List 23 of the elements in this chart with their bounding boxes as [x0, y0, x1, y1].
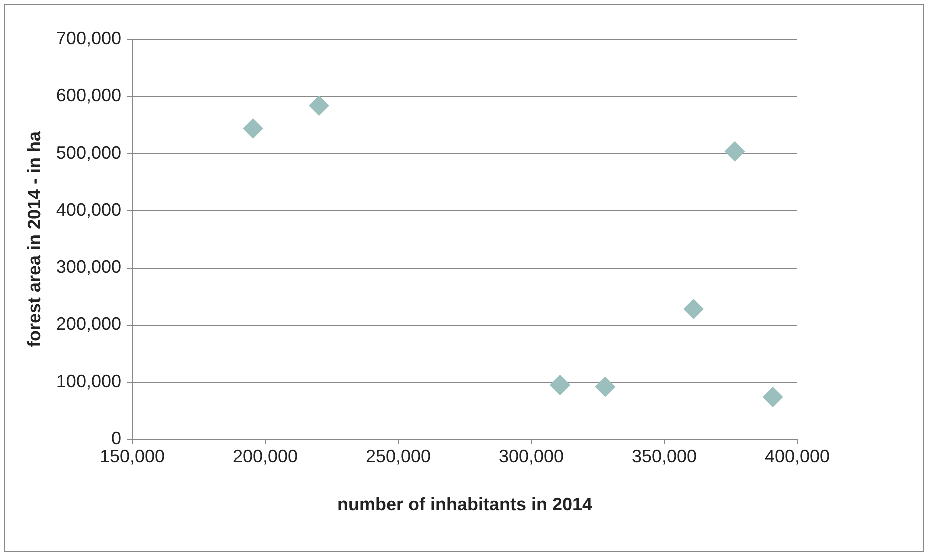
y-tick-label: 700,000	[56, 28, 122, 48]
x-tick-label: 250,000	[366, 446, 432, 466]
point	[309, 96, 330, 116]
y-tick-label: 100,000	[56, 371, 122, 392]
y-tick-label: 200,000	[56, 314, 122, 334]
x-tick-label: 300,000	[498, 446, 564, 466]
x-tick-label: 200,000	[232, 446, 298, 466]
y-tick-label: 600,000	[56, 86, 122, 106]
point	[762, 387, 784, 408]
point	[550, 375, 571, 396]
point	[595, 376, 616, 398]
x-axis-title: number of inhabitants in 2014	[337, 494, 593, 514]
y-axis-title: forest area in 2014 - in ha	[24, 130, 44, 348]
x-tick-label: 350,000	[632, 446, 698, 466]
x-tick-label: 150,000	[100, 446, 166, 466]
point	[684, 299, 704, 320]
y-tick-label: 0	[111, 428, 122, 448]
point	[243, 118, 264, 139]
x-tick-label: 400,000	[764, 446, 830, 466]
y-tick-label: 400,000	[56, 200, 122, 220]
point	[724, 141, 746, 162]
y-tick-label: 300,000	[56, 257, 122, 278]
y-tick-label: 500,000	[56, 142, 122, 163]
